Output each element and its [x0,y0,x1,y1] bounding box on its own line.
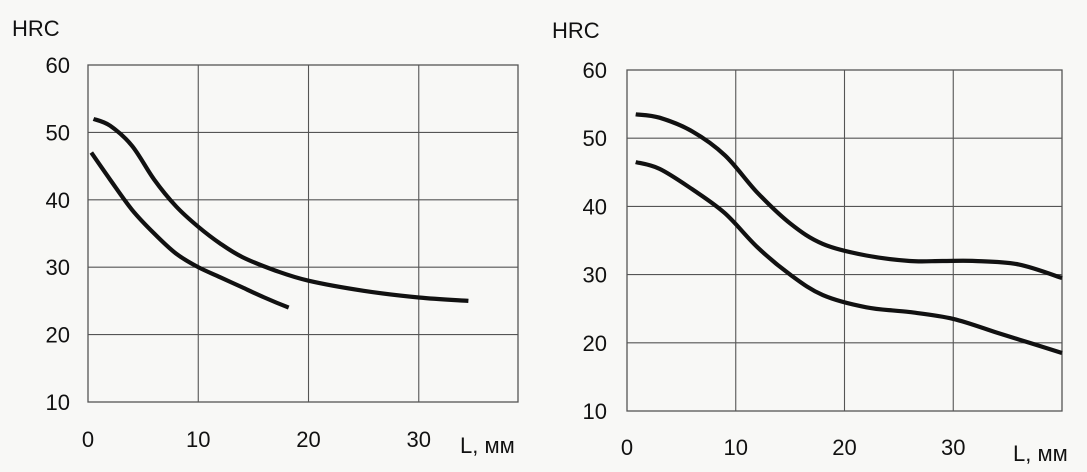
left-y-axis-label: HRC [12,16,60,41]
left-x-tick-label: 0 [82,427,94,452]
left-series-1-line [92,116,469,303]
right-series-2-line [635,160,1063,356]
right-y-tick-label: 60 [583,58,607,83]
left-y-tick-label: 60 [46,53,70,78]
right-series-1-line [635,112,1063,281]
right-x-tick-label: 10 [724,435,748,460]
right-x-tick-label: 20 [832,435,856,460]
left-x-tick-label: 30 [407,427,431,452]
left-y-tick-label: 50 [46,120,70,145]
left-y-tick-label: 20 [46,323,70,348]
left-y-tick-label: 40 [46,188,70,213]
right-x-tick-label: 30 [941,435,965,460]
chart-right: HRC L, мм 10 20 30 40 50 60 0 10 20 30 [552,18,1068,466]
left-y-tick-label: 10 [46,390,70,415]
right-x-axis-label: L, мм [1013,441,1068,466]
right-y-tick-label: 20 [583,331,607,356]
right-y-tick-label: 40 [583,194,607,219]
right-y-tick-label: 30 [583,263,607,288]
left-plot-frame [87,64,519,403]
chart-left: HRC L, мм 10 20 30 40 50 60 0 10 20 30 [12,16,519,458]
left-x-axis-label: L, мм [460,433,515,458]
left-x-tick-label: 20 [296,427,320,452]
right-x-tick-label: 0 [621,435,633,460]
right-y-tick-label: 10 [583,399,607,424]
left-x-tick-label: 10 [186,427,210,452]
left-y-tick-label: 30 [46,255,70,280]
right-y-axis-label: HRC [552,18,600,43]
left-series-2-line [89,151,290,310]
right-y-tick-label: 50 [583,126,607,151]
